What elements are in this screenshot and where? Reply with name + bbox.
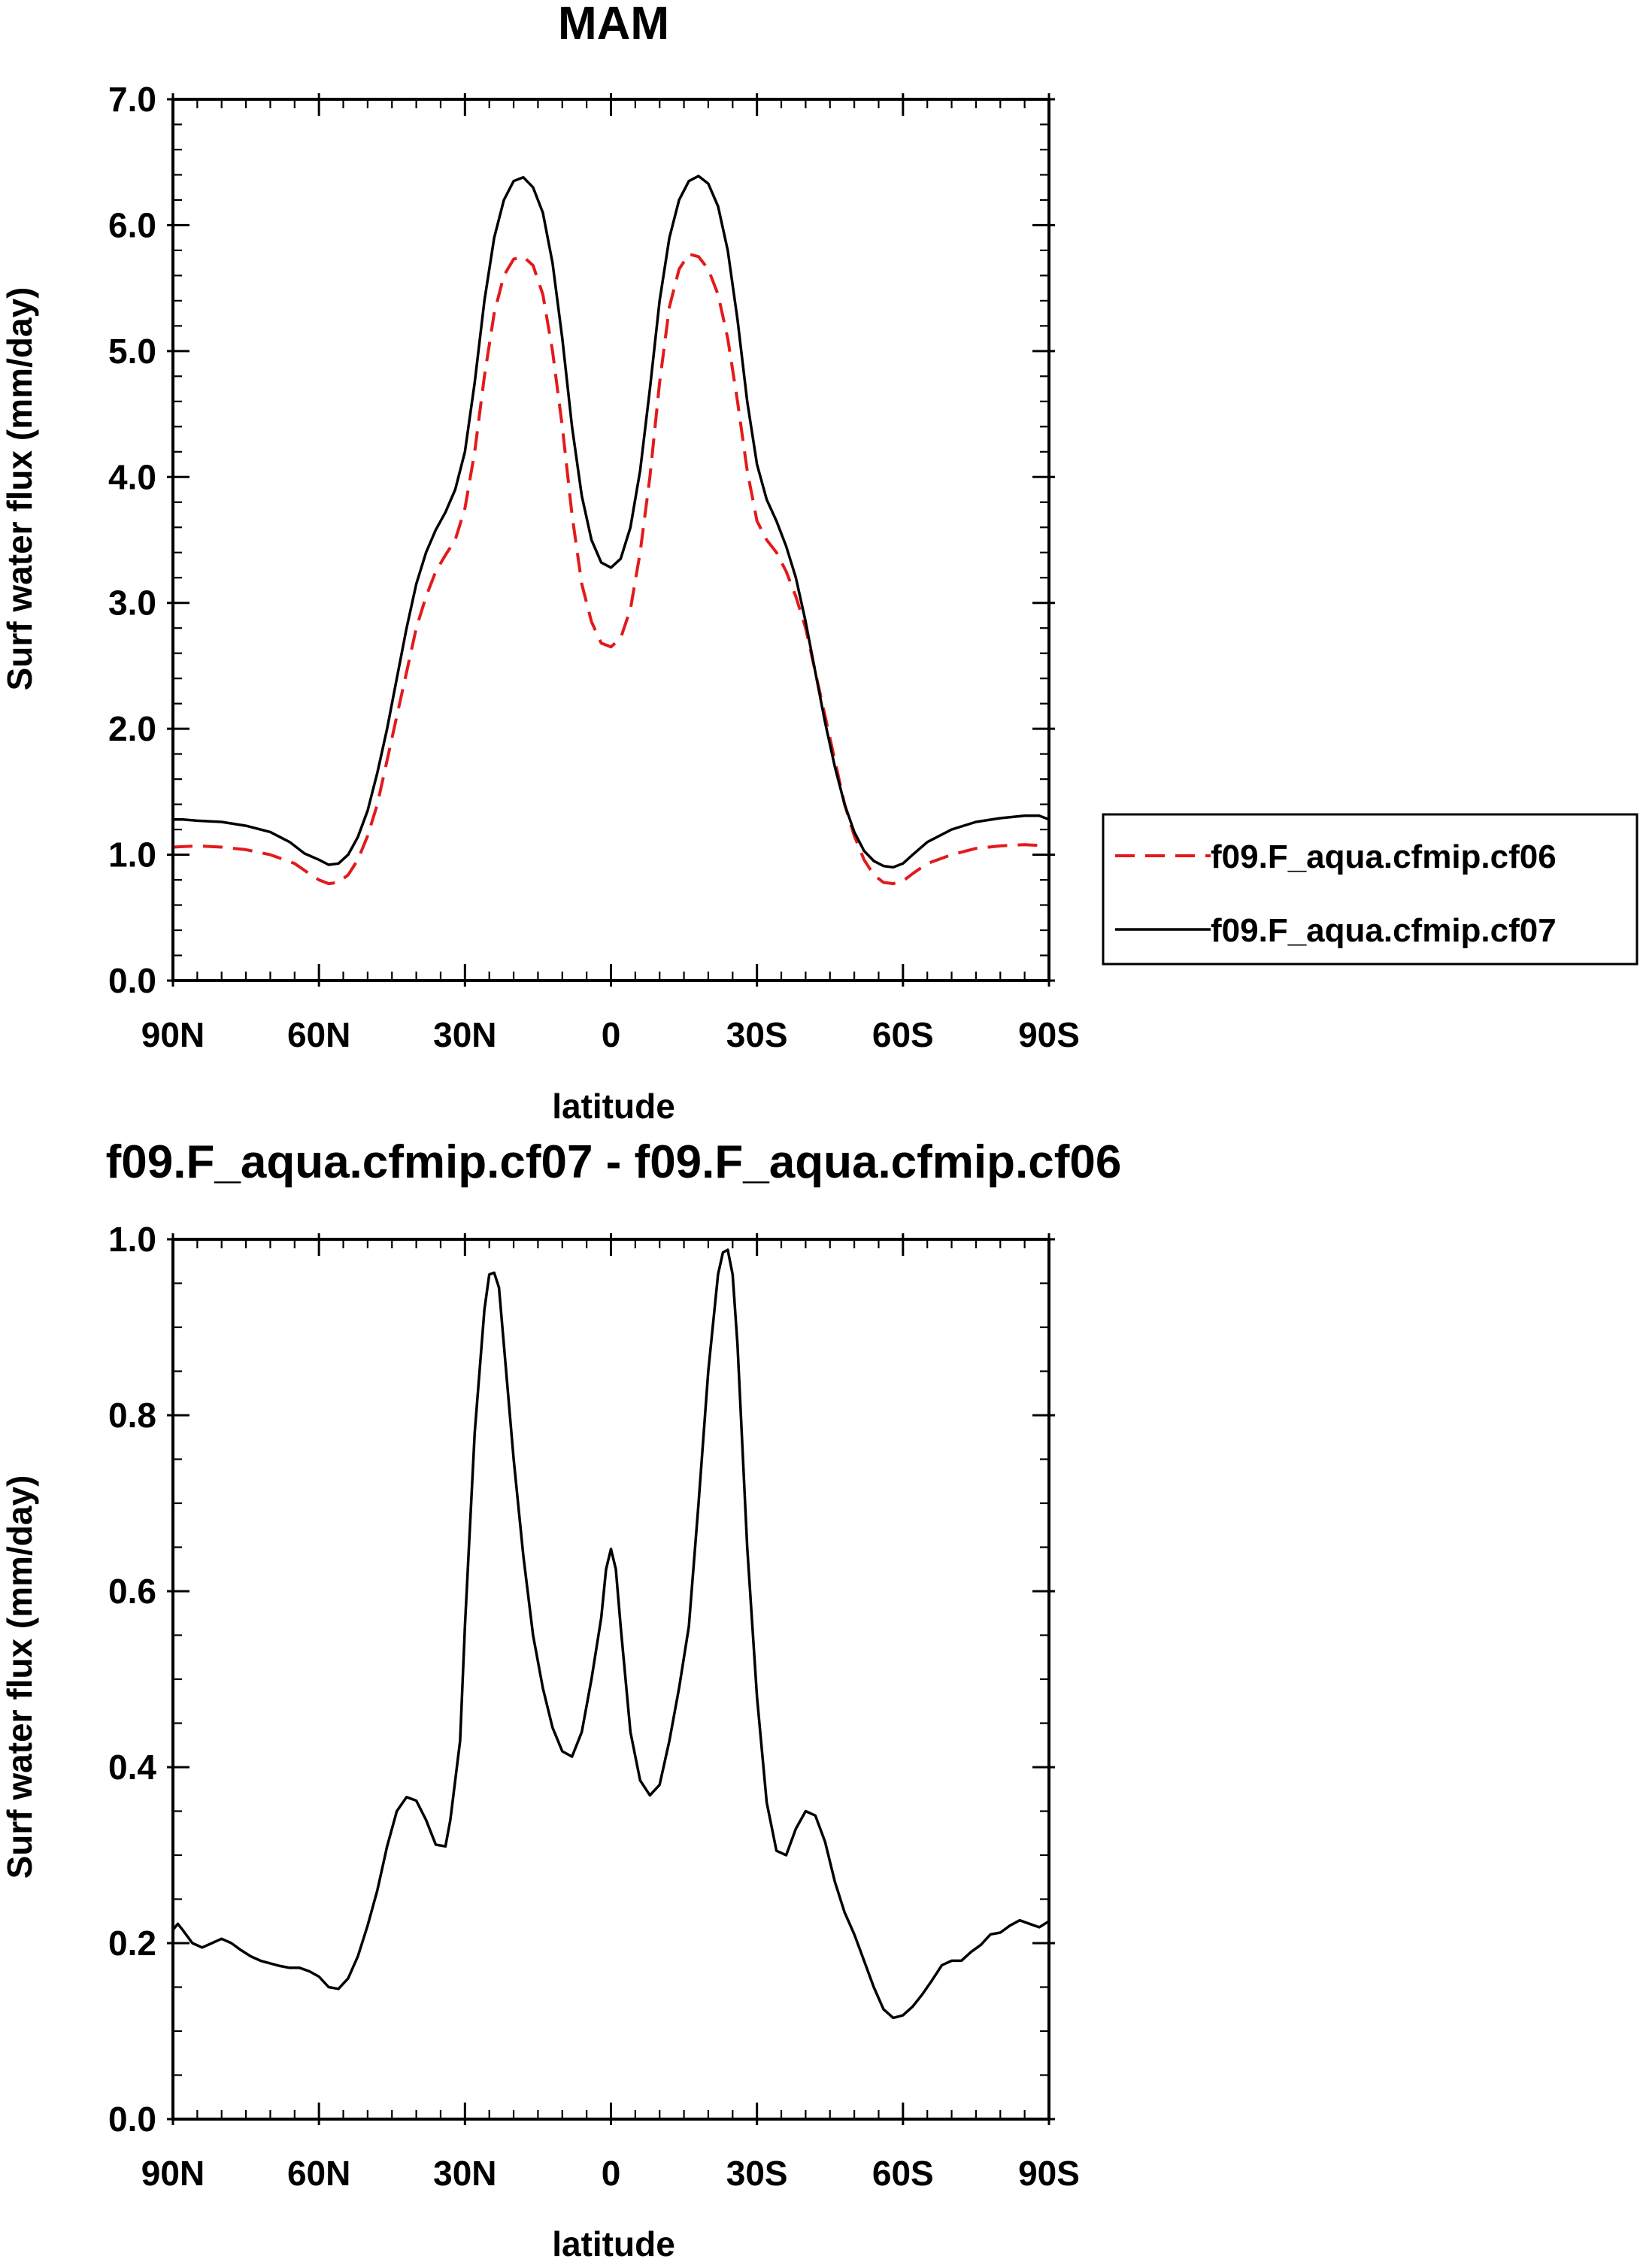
top-y-axis-title: Surf water flux (mm/day) xyxy=(0,287,39,691)
top-axes: 0.0 1.0 2.0 3.0 4.0 5.0 6.0 7.0 90N 60N 30N 0 30S 60S… xyxy=(108,80,1080,1054)
bottom-y-tick-label: 0.4 xyxy=(108,1748,156,1787)
bottom-axes: 0.0 0.2 0.4 0.6 0.8 1.0 90N 60N 30N 0 30S 60S 90S xyxy=(108,1220,1080,2193)
legend-label-cf06: f09.F_aqua.cfmip.cf06 xyxy=(1211,838,1557,875)
top-y-tick-label: 2.0 xyxy=(108,709,156,748)
top-x-axis-title: latitude xyxy=(552,1087,675,1126)
bottom-x-tick-label: 60S xyxy=(872,2154,934,2193)
top-plot-frame xyxy=(171,98,1050,982)
bottom-y-tick-label: 0.8 xyxy=(108,1396,156,1435)
top-y-tick-label: 6.0 xyxy=(108,205,156,244)
bottom-x-tick-label: 30S xyxy=(726,2154,788,2193)
bottom-series-layer xyxy=(171,1248,1050,2020)
top-x-tick-label: 30S xyxy=(726,1015,788,1054)
bottom-series-line-difference xyxy=(171,1248,1050,2020)
bottom-x-axis-title: latitude xyxy=(552,2224,675,2263)
top-series-layer xyxy=(172,174,1050,886)
bottom-y-axis-title: Surf water flux (mm/day) xyxy=(0,1475,39,1879)
top-y-tick-label: 3.0 xyxy=(108,584,156,623)
top-y-tick-label: 7.0 xyxy=(108,80,156,119)
bottom-x-tick-label: 60N xyxy=(287,2154,350,2193)
top-y-tick-label: 0.0 xyxy=(108,961,156,1000)
top-panel: MAM Surf water flux (mm/day) latitude 0.… xyxy=(0,0,1080,1126)
legend: f09.F_aqua.cfmip.cf06 f09.F_aqua.cfmip.c… xyxy=(1102,813,1638,966)
top-x-tick-label: 0 xyxy=(602,1015,621,1054)
bottom-y-tick-label: 0.0 xyxy=(108,2100,156,2139)
bottom-chart-title: f09.F_aqua.cfmip.cf07 - f09.F_aqua.cfmip… xyxy=(106,1136,1122,1188)
bottom-x-tick-label: 90N xyxy=(141,2154,205,2193)
legend-label-cf07: f09.F_aqua.cfmip.cf07 xyxy=(1211,912,1557,949)
top-y-tick-label: 1.0 xyxy=(108,835,156,875)
top-x-tick-label: 60S xyxy=(872,1015,934,1054)
top-x-tick-label: 90N xyxy=(141,1015,205,1054)
bottom-x-tick-label: 90S xyxy=(1018,2154,1080,2193)
top-x-tick-label: 30N xyxy=(433,1015,496,1054)
bottom-x-tick-label: 0 xyxy=(602,2154,621,2193)
top-y-tick-label: 5.0 xyxy=(108,332,156,371)
top-chart-title: MAM xyxy=(558,0,669,50)
top-y-tick-label: 4.0 xyxy=(108,457,156,496)
legend-box xyxy=(1102,813,1638,966)
top-x-tick-label: 90S xyxy=(1018,1015,1080,1054)
bottom-y-tick-label: 0.2 xyxy=(108,1924,156,1963)
bottom-y-tick-label: 0.6 xyxy=(108,1572,156,1611)
bottom-plot-frame xyxy=(171,1238,1050,2121)
bottom-y-tick-label: 1.0 xyxy=(108,1220,156,1259)
top-x-tick-label: 60N xyxy=(287,1015,350,1054)
bottom-panel: f09.F_aqua.cfmip.cf07 - f09.F_aqua.cfmip… xyxy=(0,1136,1121,2263)
top-series-line-f09-f-aqua-cfmip-cf07 xyxy=(173,174,1050,869)
bottom-x-tick-label: 30N xyxy=(433,2154,496,2193)
